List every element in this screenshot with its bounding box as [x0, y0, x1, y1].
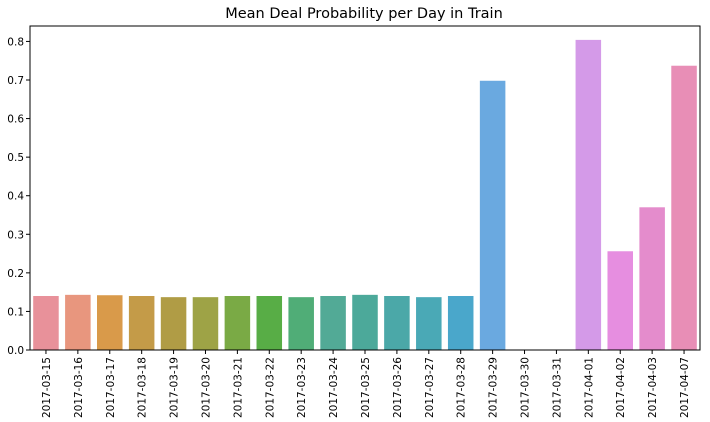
x-tick-label-2017-03-27: 2017-03-27 [424, 357, 436, 418]
x-tick-label-2017-03-15: 2017-03-15 [41, 357, 53, 418]
x-tick-label-2017-03-21: 2017-03-21 [232, 357, 244, 418]
bar-2017-03-29 [479, 80, 506, 351]
x-tick-label-2017-03-23: 2017-03-23 [296, 357, 308, 418]
x-tick-label-2017-04-07: 2017-04-07 [679, 357, 691, 418]
bar-2017-03-21 [224, 296, 251, 350]
x-tick-label-2017-03-28: 2017-03-28 [456, 357, 468, 418]
plot-frame [29, 25, 701, 351]
x-tick-label-2017-04-02: 2017-04-02 [615, 357, 627, 418]
bar-2017-03-17 [97, 295, 123, 350]
bar-2017-03-18 [128, 296, 155, 350]
bar-2017-04-01 [575, 39, 602, 350]
x-tick-label-2017-03-18: 2017-03-18 [137, 357, 149, 418]
bar-2017-03-27 [416, 297, 442, 350]
y-tick-label-0.5: 0.5 [7, 152, 24, 164]
x-tick-label-2017-03-30: 2017-03-30 [520, 357, 532, 418]
bar-2017-03-25 [352, 294, 378, 350]
y-tick-label-0.0: 0.0 [7, 345, 24, 357]
x-tick-label-2017-03-17: 2017-03-17 [105, 357, 117, 418]
y-tick-label-0.2: 0.2 [7, 268, 24, 280]
bar-2017-03-28 [447, 296, 474, 350]
x-tick-label-2017-03-22: 2017-03-22 [264, 357, 276, 418]
bar-2017-03-19 [160, 297, 187, 350]
y-tick-label-0.8: 0.8 [7, 36, 24, 48]
axes-layer: 2017-03-15 2017-03-16 2017-03-17 2017-03-18… [7, 36, 691, 418]
y-tick-label-0.7: 0.7 [7, 75, 24, 87]
x-tick-label-2017-03-31: 2017-03-31 [551, 357, 563, 418]
y-tick-label-0.1: 0.1 [7, 306, 24, 318]
chart-title: Mean Deal Probability per Day in Train [225, 6, 503, 22]
bar-2017-04-03 [639, 207, 665, 350]
bars-layer [33, 39, 697, 351]
x-tick-label-2017-03-19: 2017-03-19 [169, 357, 181, 418]
bar-2017-03-22 [256, 296, 283, 350]
x-tick-label-2017-04-01: 2017-04-01 [583, 357, 595, 418]
y-tick-label-0.3: 0.3 [7, 229, 24, 241]
bar-2017-03-23 [288, 297, 314, 350]
bar-2017-03-20 [192, 297, 219, 350]
y-tick-label-0.6: 0.6 [7, 114, 24, 126]
x-tick-label-2017-03-20: 2017-03-20 [200, 357, 212, 418]
bar-2017-03-16 [65, 294, 91, 350]
bar-2017-03-24 [320, 296, 346, 350]
x-tick-label-2017-03-24: 2017-03-24 [328, 357, 340, 418]
bar-2017-04-07 [671, 65, 697, 350]
y-tick-label-0.4: 0.4 [7, 191, 24, 203]
bar-2017-04-02 [607, 251, 633, 350]
x-tick-label-2017-03-26: 2017-03-26 [392, 357, 404, 418]
bar-2017-03-26 [384, 296, 410, 350]
x-tick-label-2017-03-16: 2017-03-16 [73, 357, 85, 418]
x-tick-label-2017-03-29: 2017-03-29 [488, 357, 500, 418]
x-tick-label-2017-03-25: 2017-03-25 [360, 357, 372, 418]
bar-2017-03-15 [33, 296, 59, 350]
x-tick-label-2017-04-03: 2017-04-03 [647, 357, 659, 418]
